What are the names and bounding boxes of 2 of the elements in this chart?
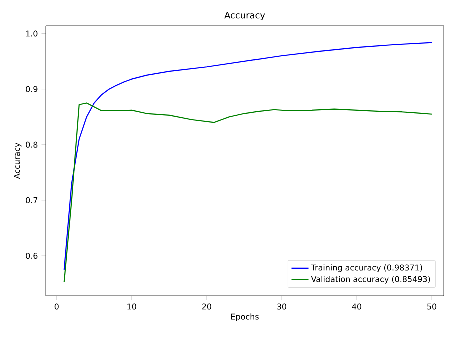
- line-series: [64, 102, 433, 283]
- chart-title: Accuracy: [224, 12, 266, 20]
